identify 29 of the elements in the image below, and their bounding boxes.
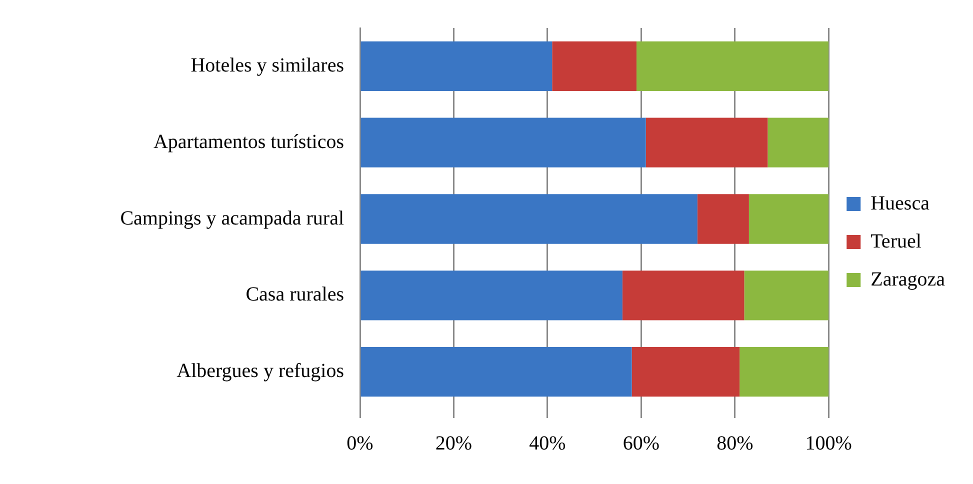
x-tick-label: 60% xyxy=(622,432,660,454)
bar xyxy=(360,41,552,92)
y-tick-label: Campings y acampada rural xyxy=(120,207,344,230)
bar xyxy=(632,346,740,397)
bar xyxy=(748,194,829,244)
bar xyxy=(360,194,698,244)
bar xyxy=(360,270,622,320)
x-tick-label: 20% xyxy=(435,432,472,454)
legend-label: Huesca xyxy=(870,192,930,214)
bar xyxy=(646,118,768,168)
bar xyxy=(697,194,749,244)
x-tick-label: 80% xyxy=(716,432,754,454)
bar xyxy=(740,346,829,397)
y-tick-label: Apartamentos turísticos xyxy=(153,130,344,153)
legend-label: Teruel xyxy=(870,230,922,252)
bar xyxy=(622,270,744,320)
bar xyxy=(768,118,829,168)
x-tick-label: 100% xyxy=(805,432,852,454)
y-tick-label: Albergues y refugios xyxy=(176,360,344,382)
bar xyxy=(744,270,829,320)
y-tick-label: Hoteles y similares xyxy=(190,54,344,76)
legend-label: Zaragoza xyxy=(870,268,946,290)
bar xyxy=(360,118,646,168)
x-tick-label: 40% xyxy=(529,432,566,454)
x-tick-label: 0% xyxy=(346,432,374,454)
bar xyxy=(636,41,829,92)
bar xyxy=(552,41,636,92)
y-tick-label: Casa rurales xyxy=(246,284,344,306)
bar xyxy=(360,346,632,397)
